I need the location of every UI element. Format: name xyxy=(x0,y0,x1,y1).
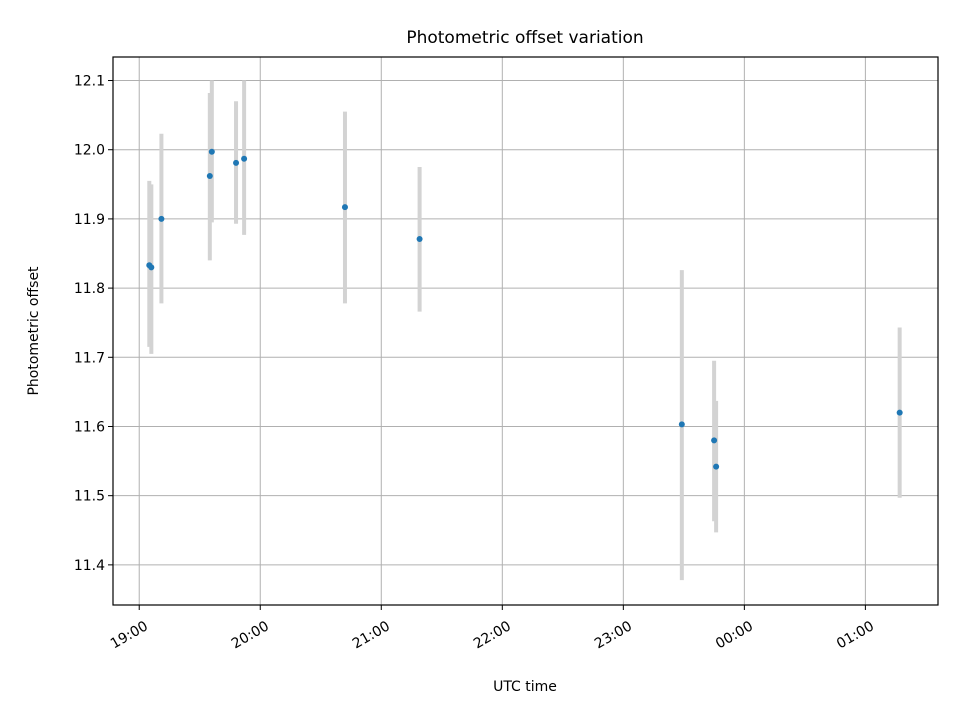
plot-frame xyxy=(112,56,939,606)
data-point xyxy=(896,409,903,416)
data-point xyxy=(678,421,685,428)
x-axis-label: UTC time xyxy=(493,679,557,695)
data-point xyxy=(206,173,213,180)
y-tick-label: 11.9 xyxy=(74,212,105,228)
y-tick-label: 11.5 xyxy=(74,489,105,505)
y-tick-label: 11.6 xyxy=(74,419,105,435)
data-point xyxy=(158,215,165,222)
y-tick-label: 11.4 xyxy=(74,558,105,574)
y-tick-label: 11.7 xyxy=(74,350,105,366)
grid xyxy=(113,57,938,605)
chart-title: Photometric offset variation xyxy=(406,28,643,48)
y-axis-ticks: 11.4 11.5 11.6 11.7 11.8 11.9 12.0 12.1 xyxy=(74,74,113,574)
data-point xyxy=(241,155,248,162)
data-point xyxy=(208,148,215,155)
data-point xyxy=(416,235,423,242)
data-point xyxy=(148,264,155,271)
data-point xyxy=(711,437,718,444)
data-point xyxy=(713,463,720,470)
data-point xyxy=(341,204,348,211)
y-tick-label: 12.0 xyxy=(74,143,105,159)
data-points xyxy=(146,148,903,470)
y-tick-label: 12.1 xyxy=(74,74,105,90)
y-axis-label: Photometric offset xyxy=(26,266,42,396)
data-point xyxy=(233,159,240,166)
y-tick-label: 11.8 xyxy=(74,281,105,297)
